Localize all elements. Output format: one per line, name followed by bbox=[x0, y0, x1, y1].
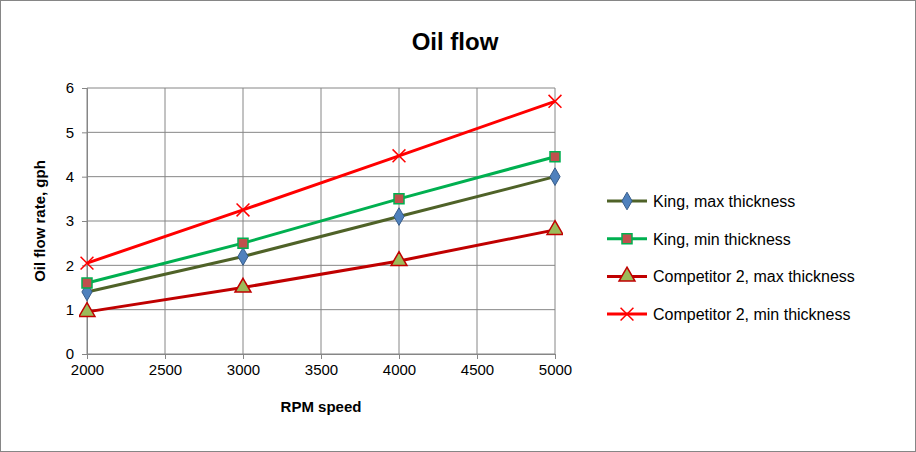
tick-label: 1 bbox=[66, 301, 74, 318]
marker-group bbox=[394, 208, 404, 226]
marker bbox=[547, 221, 563, 235]
x-axis: 2000 2500 3000 3500 4000 4500 5000 bbox=[71, 354, 572, 378]
y-axis: 0 1 2 3 4 5 6 bbox=[66, 79, 88, 362]
marker-group bbox=[235, 278, 251, 292]
tick-mark bbox=[399, 354, 400, 359]
tick: 3 bbox=[66, 212, 87, 229]
tick-label: 5000 bbox=[539, 361, 572, 378]
marker bbox=[237, 203, 250, 216]
marker bbox=[550, 168, 560, 186]
tick-mark bbox=[82, 132, 87, 133]
chart: 2000 2500 3000 3500 4000 4500 5000 0 1 2 3 4 5 6 Oil f… bbox=[0, 0, 916, 452]
marker bbox=[235, 278, 251, 292]
legend: King, max thickness King, min thickness Co… bbox=[607, 192, 855, 323]
series-line bbox=[87, 230, 555, 312]
legend-item: Competitor 2, max thickness bbox=[607, 267, 855, 285]
tick-mark bbox=[321, 354, 322, 359]
tick-label: 2500 bbox=[149, 361, 182, 378]
grid bbox=[87, 88, 555, 354]
marker-group bbox=[393, 149, 406, 162]
legend-item: King, min thickness bbox=[607, 231, 791, 248]
grid-line-x bbox=[165, 88, 166, 354]
tick-label: 4000 bbox=[383, 361, 416, 378]
tick: 6 bbox=[66, 79, 87, 96]
legend-label: King, min thickness bbox=[653, 231, 791, 248]
plot bbox=[79, 95, 563, 317]
tick-mark bbox=[82, 221, 87, 222]
marker bbox=[393, 149, 406, 162]
tick-mark bbox=[477, 354, 478, 359]
marker bbox=[391, 252, 407, 266]
legend-marker bbox=[619, 267, 635, 281]
grid-line-x bbox=[243, 88, 244, 354]
tick-mark bbox=[555, 354, 556, 359]
marker-group bbox=[550, 152, 560, 162]
marker-group bbox=[79, 303, 95, 317]
tick-mark bbox=[82, 88, 87, 89]
marker-group bbox=[550, 168, 560, 186]
tick-label: 4 bbox=[66, 168, 74, 185]
series-line bbox=[87, 157, 555, 283]
marker-group bbox=[547, 221, 563, 235]
tick: 0 bbox=[66, 345, 87, 362]
axis-line bbox=[88, 355, 556, 360]
marker-group bbox=[237, 203, 250, 216]
tick: 2000 bbox=[71, 354, 104, 378]
tick: 5000 bbox=[539, 354, 572, 378]
tick-label: 5 bbox=[66, 124, 74, 141]
tick: 2500 bbox=[149, 354, 182, 378]
marker-group bbox=[238, 248, 248, 266]
tick-label: 2000 bbox=[71, 361, 104, 378]
marker bbox=[82, 278, 92, 288]
tick-label: 4500 bbox=[461, 361, 494, 378]
tick-label: 3500 bbox=[305, 361, 338, 378]
tick: 3500 bbox=[305, 354, 338, 378]
legend-label: King, max thickness bbox=[653, 193, 795, 210]
legend-marker bbox=[622, 234, 632, 244]
legend-label: Competitor 2, min thickness bbox=[653, 306, 850, 323]
tick-label: 0 bbox=[66, 345, 74, 362]
tick-label: 3 bbox=[66, 212, 74, 229]
marker bbox=[394, 194, 404, 204]
legend-marker bbox=[621, 308, 634, 321]
tick: 3000 bbox=[227, 354, 260, 378]
marker bbox=[549, 95, 562, 108]
title: Oil flow bbox=[412, 28, 499, 55]
marker bbox=[394, 208, 404, 226]
legend-marker-group bbox=[622, 234, 632, 244]
tick-mark bbox=[82, 177, 87, 178]
marker-group bbox=[391, 252, 407, 266]
legend-marker-group bbox=[619, 267, 635, 281]
tick: 4 bbox=[66, 168, 87, 185]
marker bbox=[79, 303, 95, 317]
chart-border bbox=[1, 1, 916, 452]
legend-item: King, max thickness bbox=[607, 192, 795, 210]
marker-group bbox=[394, 194, 404, 204]
marker-group bbox=[81, 257, 94, 270]
tick-label: 2 bbox=[66, 257, 74, 274]
marker bbox=[81, 257, 94, 270]
marker-group bbox=[82, 278, 92, 288]
tick-label: 3000 bbox=[227, 361, 260, 378]
series-line bbox=[87, 101, 555, 263]
legend-marker-group bbox=[622, 192, 632, 210]
legend-label: Competitor 2, max thickness bbox=[653, 268, 855, 285]
marker-group bbox=[238, 238, 248, 248]
tick-label: 6 bbox=[66, 79, 74, 96]
tick-mark bbox=[82, 354, 87, 355]
marker bbox=[550, 152, 560, 162]
tick: 4500 bbox=[461, 354, 494, 378]
x-axis-title: RPM speed bbox=[281, 398, 362, 415]
marker bbox=[238, 238, 248, 248]
legend-marker-group bbox=[621, 308, 634, 321]
tick-mark bbox=[165, 354, 166, 359]
legend-marker bbox=[622, 192, 632, 210]
tick: 5 bbox=[66, 124, 87, 141]
y-axis-title: Oil flow rate, gph bbox=[31, 160, 48, 282]
legend-item: Competitor 2, min thickness bbox=[607, 306, 850, 323]
marker bbox=[238, 248, 248, 266]
tick-mark bbox=[243, 354, 244, 359]
tick: 4000 bbox=[383, 354, 416, 378]
marker-group bbox=[549, 95, 562, 108]
